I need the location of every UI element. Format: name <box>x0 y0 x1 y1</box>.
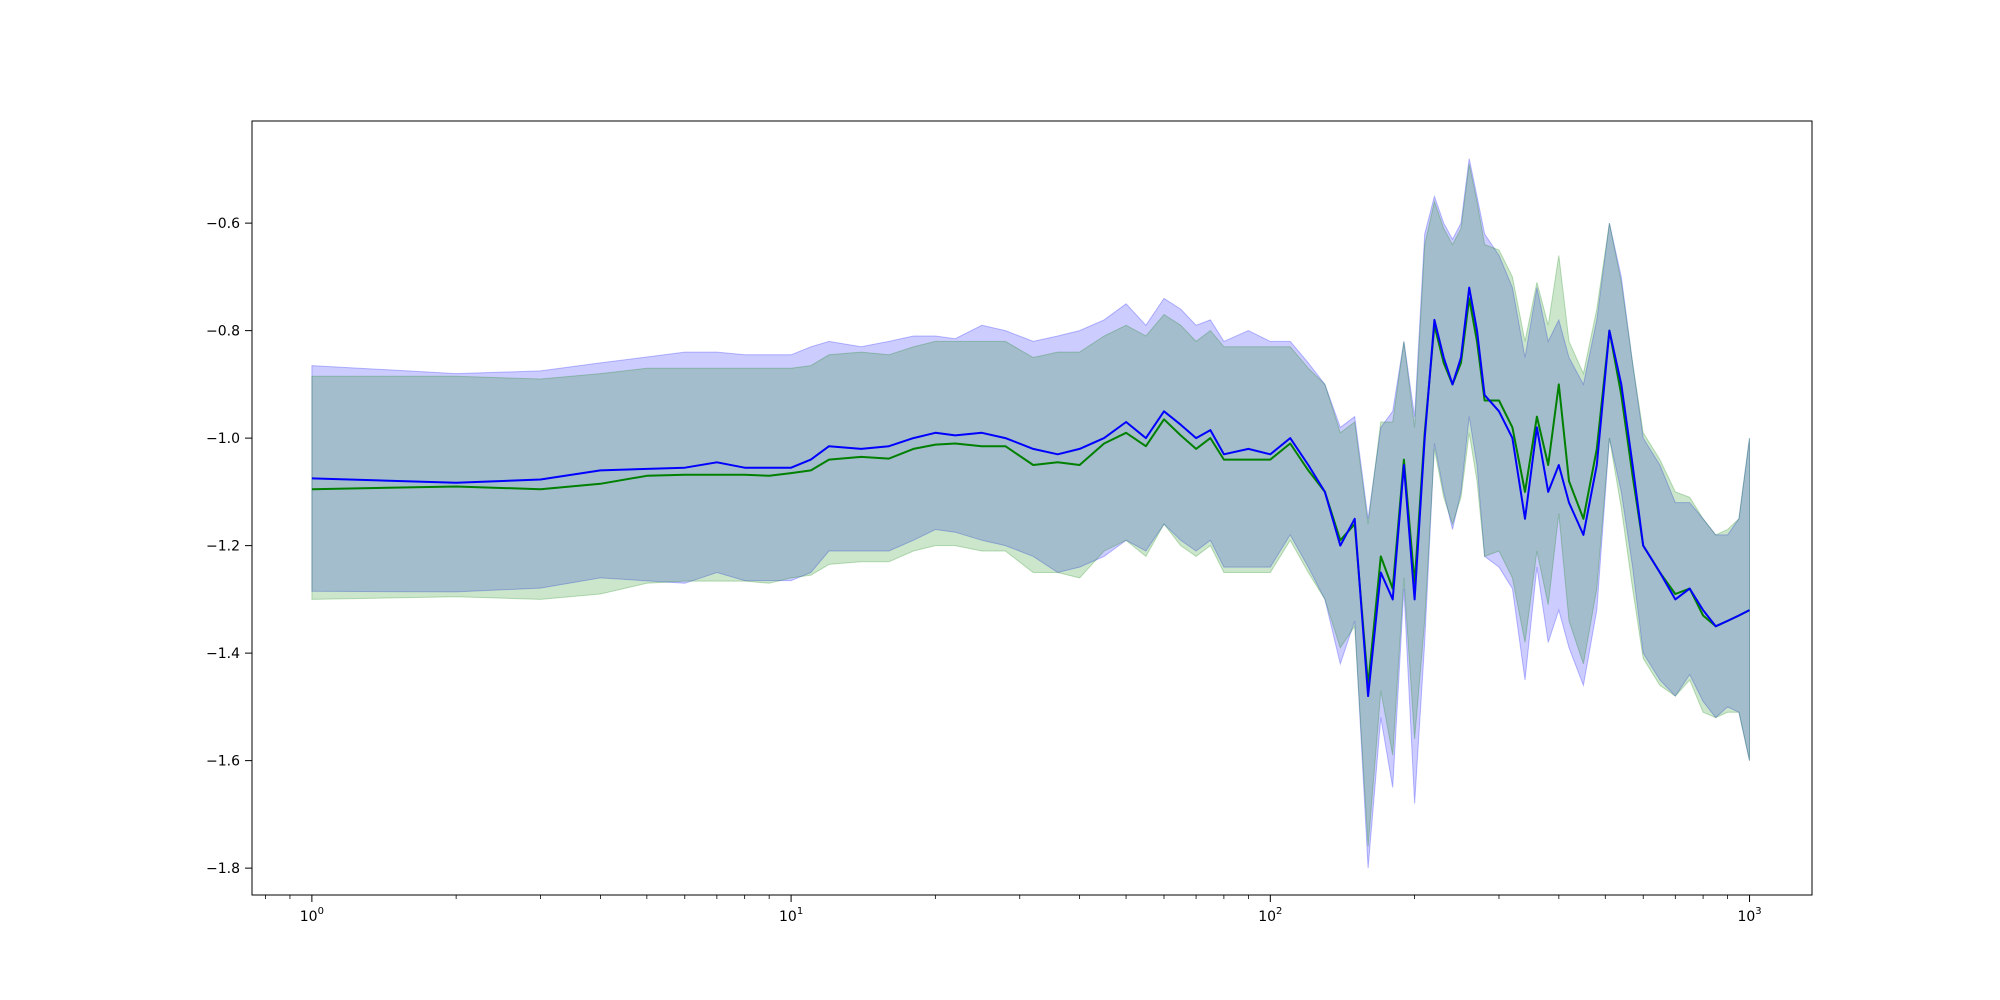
x-tick-base: 10 <box>300 909 318 925</box>
x-tick-exponent: 0 <box>318 906 324 917</box>
confidence-bands <box>311 158 1750 869</box>
x-tick-base: 10 <box>1258 909 1276 925</box>
confidence-band-1 <box>311 163 1750 847</box>
x-tick-base: 10 <box>1737 909 1755 925</box>
y-axis: −0.6 −0.8 −1.0 −1.2 −1.4 −1.6 −1.8 <box>206 216 252 877</box>
series-lines <box>311 286 1750 698</box>
x-tick-label: 103 <box>1737 906 1761 925</box>
x-tick-exponent: 1 <box>797 906 803 917</box>
x-axis: 100 101 102 103 <box>265 895 1762 925</box>
confidence-band-0 <box>311 158 1750 869</box>
x-tick-exponent: 3 <box>1755 906 1761 917</box>
y-tick-label: −0.6 <box>206 216 240 232</box>
x-tick-base: 10 <box>779 909 797 925</box>
series-line-1 <box>311 297 1750 687</box>
y-tick-label: −1.6 <box>206 754 240 770</box>
y-tick-label: −1.0 <box>206 431 240 447</box>
y-tick-label: −1.4 <box>206 646 240 662</box>
y-tick-label: −1.2 <box>206 539 240 555</box>
plot-frame <box>251 120 1813 896</box>
x-tick-label: 102 <box>1258 906 1282 925</box>
series-line-0 <box>311 286 1750 698</box>
y-tick-label: −1.8 <box>206 861 240 877</box>
x-tick-label: 101 <box>779 906 803 925</box>
x-tick-label: 100 <box>300 906 324 925</box>
x-tick-exponent: 2 <box>1276 906 1282 917</box>
y-tick-label: −0.8 <box>206 324 240 340</box>
